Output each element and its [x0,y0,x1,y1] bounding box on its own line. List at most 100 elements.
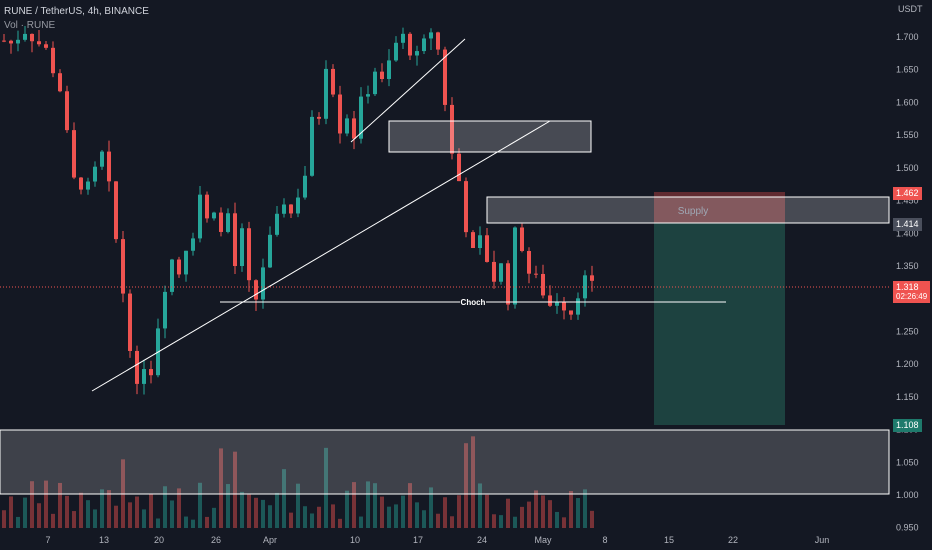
volume-bar [198,482,202,528]
candle-body [345,118,349,134]
upper-trendline [350,38,466,143]
y-tick-label: 1.250 [896,326,919,336]
candle-body [205,194,209,219]
volume-bar [51,513,55,528]
volume-bar [170,500,174,528]
y-tick-label: 1.450 [896,196,919,206]
x-tick-label: 7 [45,535,50,545]
volume-bar [261,499,265,528]
candle-body [30,33,34,42]
candle-body [520,227,524,251]
volume-bar [492,514,496,528]
candle-body [58,73,62,92]
volume-bar [443,497,447,528]
volume-bar [135,496,139,528]
volume-bar [128,502,132,528]
candle-body [408,33,412,56]
volume-bar [583,489,587,528]
candle-body [436,32,440,50]
volume-bar [352,482,356,528]
volume-bar [317,506,321,528]
volume-bar [30,481,34,528]
candle-body [338,94,342,134]
volume-bar [590,510,594,528]
candle-body [457,153,461,182]
candle-body [387,60,391,80]
volume-bar [9,496,13,528]
y-tick-label: 1.050 [896,457,919,467]
candle-body [513,227,517,305]
target-zone [654,223,785,425]
candle-body [268,234,272,268]
candle-body [541,273,545,296]
volume-bar [464,443,468,528]
supply-label: Supply [678,206,709,217]
y-tick-label: 1.150 [896,392,919,402]
candle-body [254,280,258,300]
current-price-badge: 1.318 02:26:49 [893,281,931,303]
volume-bar [408,483,412,528]
volume-bar [366,481,370,528]
volume-bar [394,504,398,528]
candle-body [422,38,426,52]
x-tick-label: 10 [350,535,360,545]
volume-bar [457,495,461,528]
x-axis[interactable]: 7 13 20 26 Apr 10 17 24 May 8 15 22 Jun [45,535,829,545]
candle-body [86,181,90,190]
y-tick-label: 1.000 [896,490,919,500]
candle-body [282,204,286,214]
candle-body [275,213,279,235]
volume-bar [548,500,552,528]
candle-body [506,263,510,305]
volume-bar [72,511,76,528]
candle-body [177,259,181,275]
y-tick-label: 1.600 [896,97,919,107]
candle-body [51,47,55,74]
volume-bar [254,497,258,528]
volume-indicator-label: Vol · RUNE [4,20,56,31]
y-tick-label: 1.350 [896,261,919,271]
volume-bar [422,510,426,528]
candle-body [233,213,237,267]
candle-body [135,350,139,384]
candle-body [226,213,230,232]
volume-bar [2,510,6,528]
y-tick-label: 1.500 [896,163,919,173]
entry-price-badge: 1.414 [893,218,922,231]
candle-body [170,259,174,292]
volume-bar [149,493,153,528]
candle-body [310,116,314,176]
volume-bar [436,513,440,528]
candle-body [317,116,321,119]
volume-bar [380,496,384,528]
volume-bar [268,505,272,528]
candle-body [9,40,13,44]
candle-body [562,302,566,311]
stop-price-badge: 1.462 [893,187,922,200]
candle-body [163,291,167,329]
x-tick-label: 20 [154,535,164,545]
target-price-badge: 1.108 [893,419,922,432]
x-tick-label: 15 [664,535,674,545]
candle-body [212,212,216,219]
candle-body [359,96,363,139]
candle-body [142,369,146,384]
candle-body [492,261,496,282]
y-tick-label: 1.400 [896,228,919,238]
y-tick-label: 1.650 [896,65,919,75]
y-tick-label: 1.550 [896,130,919,140]
volume-bar [499,515,503,528]
supply-box [486,196,890,224]
axis-unit-label: USDT [898,4,923,14]
candle-body [72,130,76,178]
candle-body [2,40,6,42]
volume-bar [184,516,188,528]
volume-bar [324,447,328,528]
candle-body [219,212,223,232]
volume-bar [296,483,300,528]
volume-bar [485,494,489,528]
candle-body [569,310,573,315]
volume-bar [429,487,433,528]
volume-bar [240,491,244,528]
